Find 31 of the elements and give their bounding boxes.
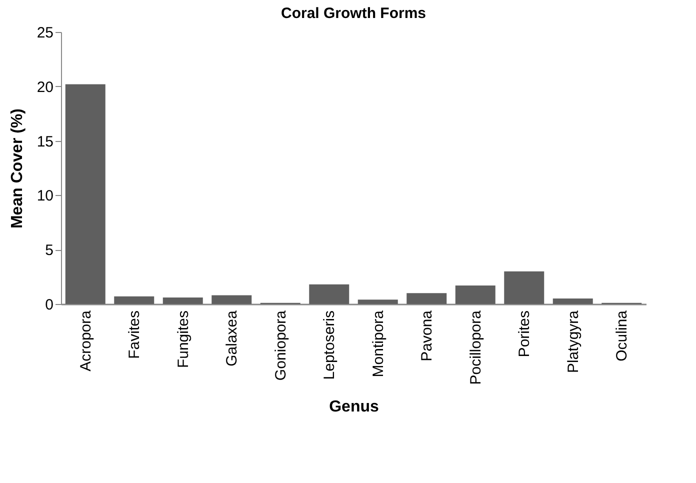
x-tick-label: Oculina [614, 310, 631, 362]
y-tick-label: 0 [45, 296, 54, 314]
x-tick-label: Leptoseris [321, 310, 338, 380]
bar [455, 286, 496, 304]
bar [406, 293, 447, 304]
x-tick-label: Goniopora [272, 310, 290, 381]
x-tick-label: Fungites [174, 310, 192, 368]
y-tick-label: 5 [45, 242, 54, 260]
bar [65, 84, 106, 304]
bar [162, 297, 203, 304]
bar [358, 300, 398, 304]
x-axis-title: Genus [329, 398, 379, 416]
bar [309, 284, 350, 304]
y-axis-title: Mean Cover (%) [8, 108, 26, 229]
y-tick-label: 25 [36, 24, 54, 42]
x-tick-label: Galaxea [224, 310, 241, 366]
x-tick-label: Acropora [77, 310, 94, 372]
x-tick-label: Pavona [418, 310, 436, 362]
x-tick-label: Montipora [370, 310, 387, 378]
x-tick-label: Favites [126, 310, 144, 359]
x-tick-label: Pocillopora [467, 310, 484, 385]
x-tick-label: Platygyra [564, 310, 582, 374]
bar [114, 296, 154, 304]
chart-title: Coral Growth Forms [280, 5, 426, 22]
bar [504, 271, 544, 304]
y-tick-label: 10 [36, 188, 54, 205]
y-tick-label: 15 [36, 133, 54, 150]
bar [212, 295, 252, 304]
x-tick-label: Porites [516, 310, 534, 358]
y-tick-label: 20 [36, 78, 54, 96]
bar [552, 298, 593, 304]
